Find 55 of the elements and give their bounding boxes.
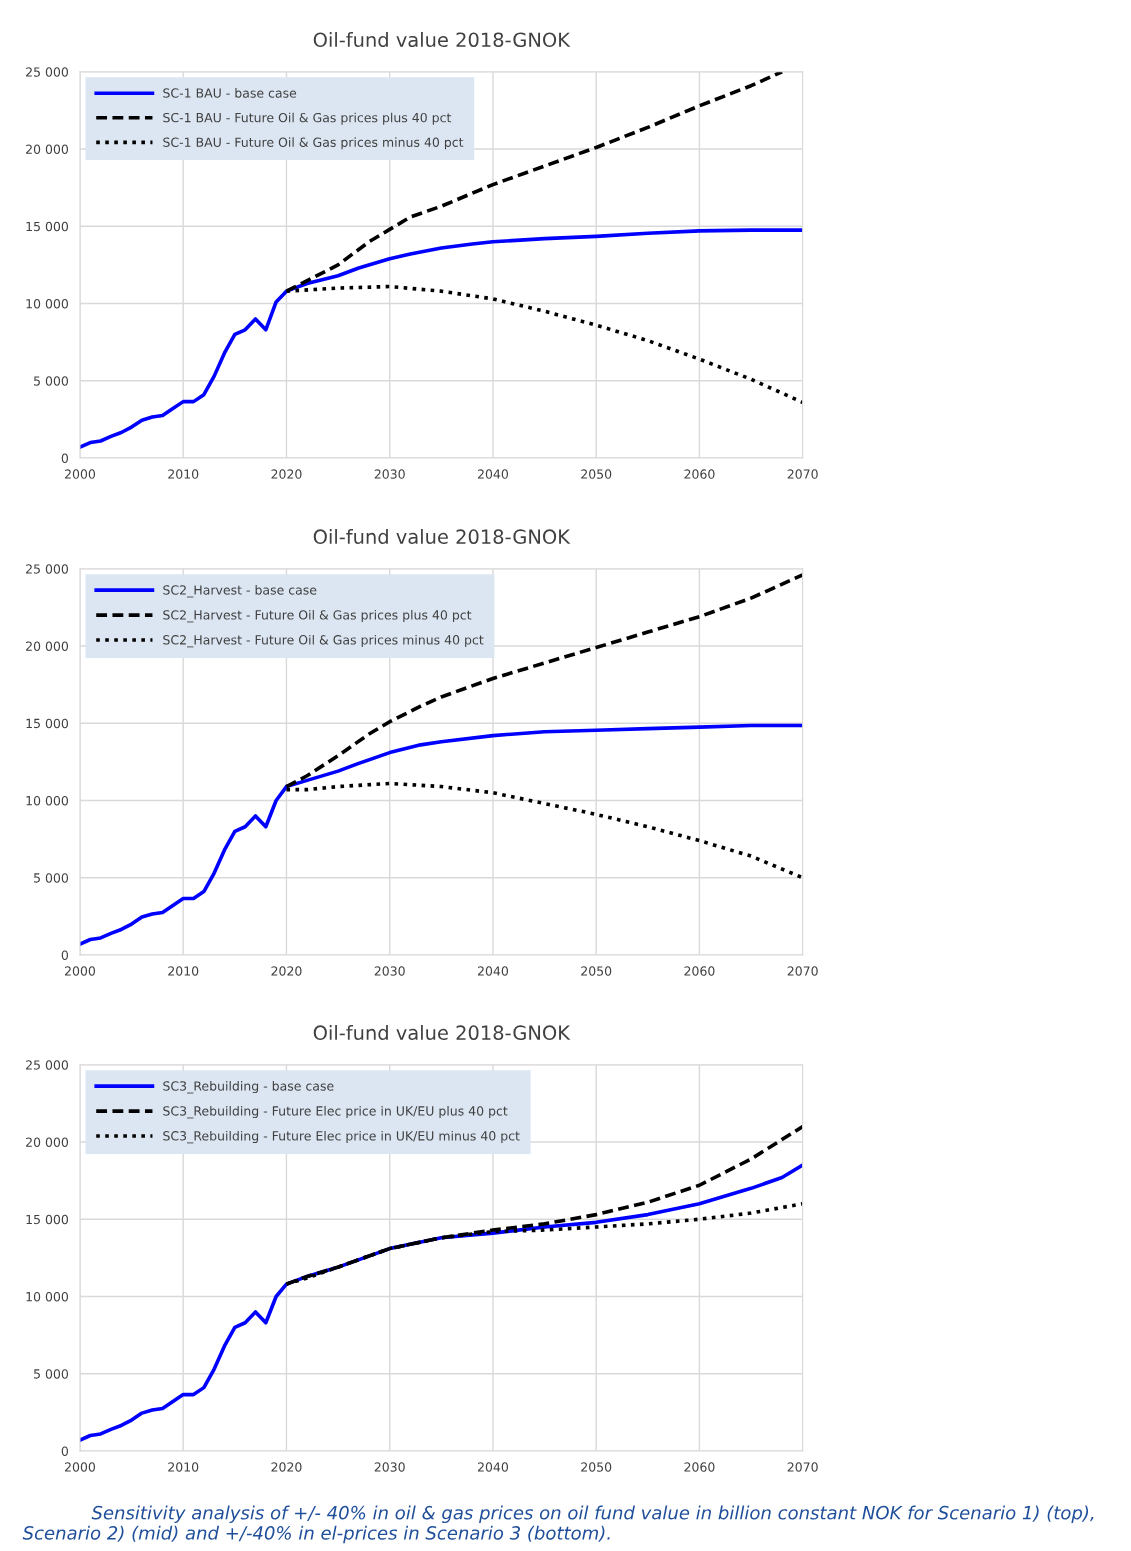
chart-title: Oil-fund value 2018-GNOK [313, 1024, 571, 1041]
x-tick-label: 2070 [787, 469, 818, 479]
x-tick-label: 2010 [168, 469, 199, 479]
x-tick-label: 2000 [64, 1462, 96, 1472]
x-tick-label: 2060 [684, 1462, 715, 1472]
x-tick-label: 2040 [477, 469, 509, 479]
legend-label: SC-1 BAU - Future Oil & Gas prices plus 40 pct [163, 112, 452, 125]
text: Sensitivity analysis of +/- 40% in oil & gas prices on oil fund value in billion constant NOK for Scenario 1) (top), Scenario 2) (mid) and +/-40% in el-prices in Scenario 3 (bottom). [22, 1505, 1094, 1544]
x-tick-label: 2000 [64, 966, 96, 976]
x-tick-label: 2050 [581, 1462, 612, 1472]
y-tick-label: 0 [61, 950, 69, 960]
x-tick-label: 2000 [64, 469, 96, 479]
y-tick-label: 0 [61, 1446, 69, 1456]
x-tick-label: 2020 [271, 966, 302, 976]
y-tick-label: 10 000 [26, 299, 69, 309]
x-tick-label: 2010 [168, 1462, 199, 1472]
y-tick-label: 15 000 [26, 221, 69, 232]
x-tick-label: 2040 [477, 1462, 509, 1472]
x-tick-label: 2030 [374, 469, 405, 479]
chart-title: Oil-fund value 2018-GNOK [313, 528, 571, 545]
x-tick-label: 2050 [581, 469, 612, 479]
y-tick-label: 15 000 [26, 1214, 69, 1225]
legend-label: SC3_Rebuilding - base case [163, 1081, 334, 1094]
y-tick-label: 25 000 [26, 564, 69, 574]
x-tick-label: 2020 [271, 1462, 302, 1472]
legend-label: SC-1 BAU - base case [163, 88, 297, 98]
x-tick-label: 2010 [168, 966, 199, 976]
legend-label: SC2_Harvest - base case [163, 585, 317, 598]
y-tick-label: 15 000 [26, 718, 69, 729]
y-tick-label: 0 [61, 453, 69, 463]
legend-label: SC3_Rebuilding - Future Elec price in UK/EU minus 40 pct [163, 1130, 520, 1144]
x-tick-label: 2060 [684, 966, 715, 976]
legend-label: SC2_Harvest - Future Oil & Gas prices plus 40 pct [163, 609, 472, 623]
legend-label: SC2_Harvest - Future Oil & Gas prices minus 40 pct [163, 634, 484, 648]
y-tick-label: 20 000 [26, 641, 69, 651]
x-tick-label: 2050 [581, 966, 612, 976]
y-tick-label: 20 000 [26, 1137, 69, 1147]
y-tick-label: 25 000 [26, 67, 69, 77]
chart-title: Oil-fund value 2018-GNOK [313, 32, 571, 48]
y-tick-label: 5 000 [34, 376, 69, 386]
legend-label: SC-1 BAU - Future Oil & Gas prices minus 40 pct [163, 137, 464, 150]
y-tick-label: 5 000 [34, 1369, 69, 1379]
x-tick-label: 2030 [374, 966, 405, 976]
y-tick-label: 5 000 [34, 873, 69, 883]
x-tick-label: 2030 [374, 1462, 405, 1472]
legend-label: SC3_Rebuilding - Future Elec price in UK/EU plus 40 pct [163, 1105, 508, 1119]
y-tick-label: 10 000 [26, 1291, 69, 1302]
x-tick-label: 2060 [684, 469, 715, 479]
y-tick-label: 10 000 [26, 795, 69, 806]
x-tick-label: 2070 [787, 966, 818, 976]
x-tick-label: 2070 [787, 1462, 818, 1472]
x-tick-label: 2020 [271, 469, 302, 479]
y-tick-label: 25 000 [26, 1060, 69, 1070]
y-tick-label: 20 000 [26, 144, 69, 154]
x-tick-label: 2040 [477, 966, 509, 976]
